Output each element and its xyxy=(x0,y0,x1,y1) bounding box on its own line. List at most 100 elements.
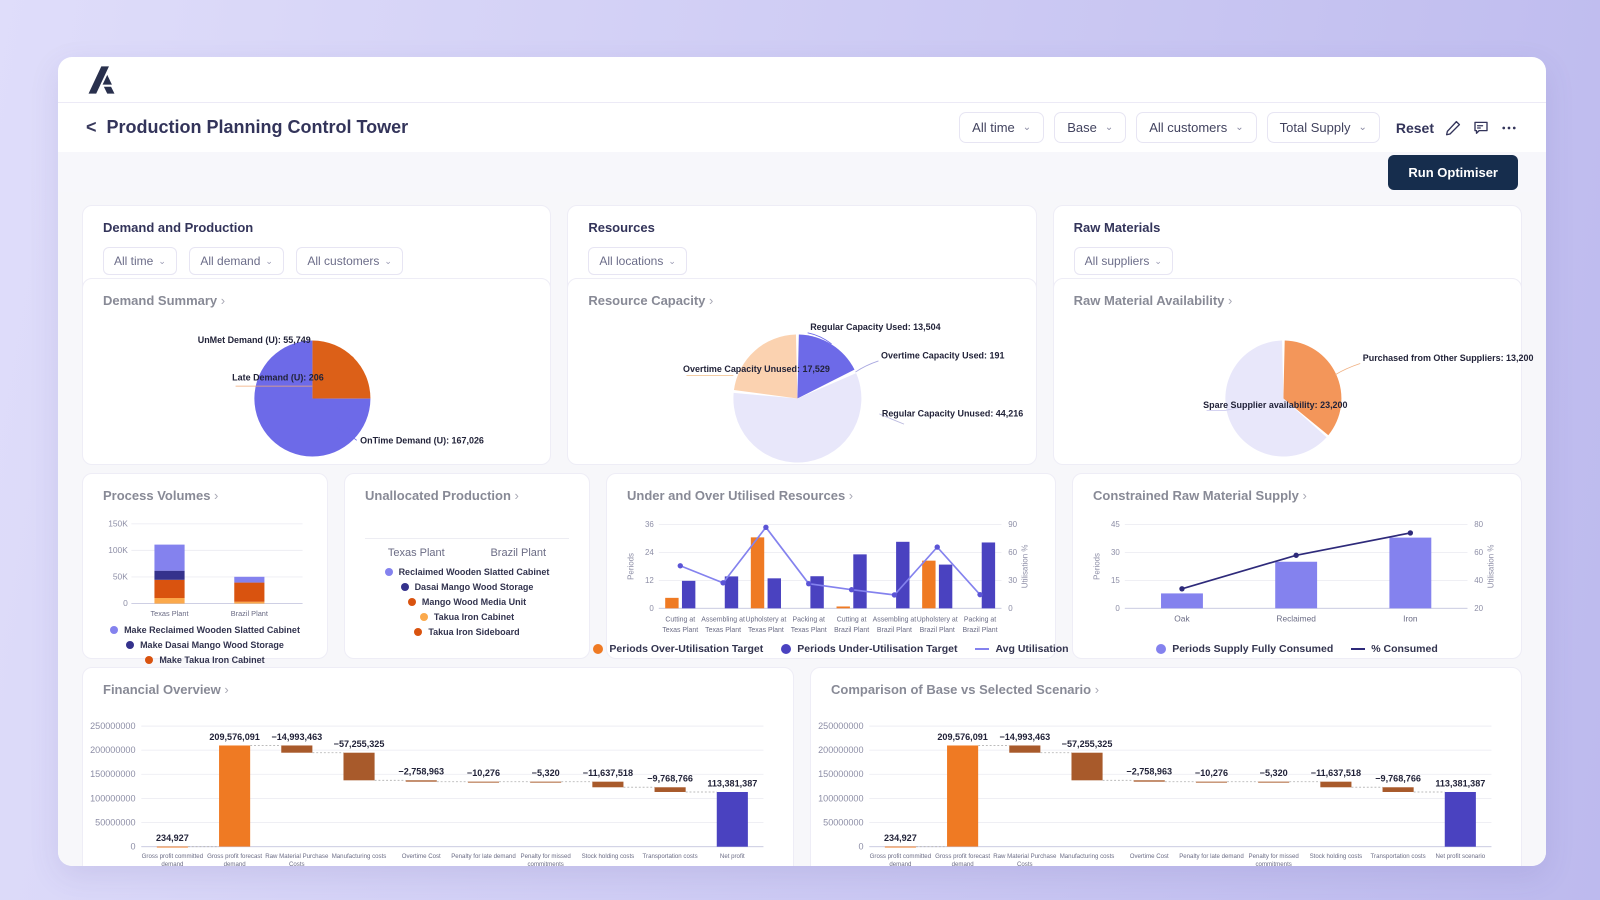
svg-text:20: 20 xyxy=(1474,604,1483,613)
svg-text:OnTime Demand (U): 167,026: OnTime Demand (U): 167,026 xyxy=(360,436,484,446)
svg-text:−2,758,963: −2,758,963 xyxy=(398,767,444,777)
svg-text:Penalty for missed: Penalty for missed xyxy=(521,853,571,860)
svg-text:Brazil Plant: Brazil Plant xyxy=(231,609,268,618)
svg-text:80: 80 xyxy=(1474,520,1483,529)
svg-text:Gross profit forecast: Gross profit forecast xyxy=(935,853,990,860)
svg-text:0: 0 xyxy=(1115,604,1120,613)
svg-text:Net profit scenario: Net profit scenario xyxy=(1436,853,1486,860)
svg-text:Periods: Periods xyxy=(1093,553,1102,580)
svg-text:Gross profit forecast: Gross profit forecast xyxy=(207,853,262,860)
svg-text:50000000: 50000000 xyxy=(95,817,135,827)
svg-text:UnMet Demand (U): 55,749: UnMet Demand (U): 55,749 xyxy=(198,335,311,345)
svg-text:Brazil Plant: Brazil Plant xyxy=(834,627,869,634)
svg-text:30: 30 xyxy=(1111,548,1120,557)
svg-text:234,927: 234,927 xyxy=(156,833,189,843)
svg-text:0: 0 xyxy=(1008,604,1013,613)
svg-text:Periods: Periods xyxy=(627,553,636,580)
svg-text:Packing at: Packing at xyxy=(964,617,996,624)
svg-text:60: 60 xyxy=(1474,548,1483,557)
svg-text:234,927: 234,927 xyxy=(884,833,917,843)
svg-text:demand: demand xyxy=(952,861,974,866)
svg-text:Regular Capacity Unused: 44,21: Regular Capacity Unused: 44,216 xyxy=(882,408,1023,418)
svg-text:Cutting at: Cutting at xyxy=(837,617,867,624)
svg-text:Texas Plant: Texas Plant xyxy=(662,627,698,634)
svg-text:Utilisation %: Utilisation % xyxy=(1020,545,1029,589)
svg-text:commitments: commitments xyxy=(528,861,564,866)
svg-text:113,381,387: 113,381,387 xyxy=(1435,778,1485,788)
svg-text:Overtime Cost: Overtime Cost xyxy=(402,853,441,860)
svg-text:12: 12 xyxy=(645,576,654,585)
svg-text:Texas Plant: Texas Plant xyxy=(705,627,741,634)
svg-text:Texas Plant: Texas Plant xyxy=(748,627,784,634)
svg-text:demand: demand xyxy=(224,861,246,866)
svg-text:Transportation costs: Transportation costs xyxy=(1371,853,1426,860)
svg-text:0: 0 xyxy=(649,604,654,613)
svg-text:Overtime Capacity Unused: 17,5: Overtime Capacity Unused: 17,529 xyxy=(683,364,830,374)
svg-text:209,576,091: 209,576,091 xyxy=(209,732,259,742)
svg-text:Upholstery at: Upholstery at xyxy=(917,617,958,624)
svg-text:Packing at: Packing at xyxy=(793,617,825,624)
svg-text:15: 15 xyxy=(1111,576,1120,585)
svg-text:Assembling at: Assembling at xyxy=(873,617,917,624)
svg-text:100000000: 100000000 xyxy=(90,793,135,803)
svg-text:200000000: 200000000 xyxy=(90,745,135,755)
svg-text:36: 36 xyxy=(645,520,654,529)
svg-text:−9,768,766: −9,768,766 xyxy=(1375,774,1421,784)
svg-text:−2,758,963: −2,758,963 xyxy=(1126,767,1172,777)
svg-text:Transportation costs: Transportation costs xyxy=(643,853,698,860)
svg-text:Regular Capacity Used: 13,504: Regular Capacity Used: 13,504 xyxy=(811,322,941,332)
svg-text:60: 60 xyxy=(1008,548,1017,557)
svg-text:209,576,091: 209,576,091 xyxy=(937,732,987,742)
svg-text:−5,320: −5,320 xyxy=(1260,768,1288,778)
svg-text:Penalty for late demand: Penalty for late demand xyxy=(451,853,516,860)
svg-text:Overtime Cost: Overtime Cost xyxy=(1130,853,1169,860)
svg-text:50000000: 50000000 xyxy=(823,817,863,827)
svg-text:Raw Material Purchase: Raw Material Purchase xyxy=(993,853,1057,860)
svg-text:250000000: 250000000 xyxy=(818,721,863,731)
svg-text:Gross profit committed: Gross profit committed xyxy=(142,853,203,860)
svg-text:−14,993,463: −14,993,463 xyxy=(271,732,322,742)
svg-text:Cutting at: Cutting at xyxy=(665,617,695,624)
svg-text:Texas Plant: Texas Plant xyxy=(791,627,827,634)
svg-text:commitments: commitments xyxy=(1256,861,1292,866)
svg-text:Costs: Costs xyxy=(289,861,305,866)
svg-text:Penalty for missed: Penalty for missed xyxy=(1249,853,1299,860)
svg-text:Net profit: Net profit xyxy=(720,853,745,860)
svg-text:24: 24 xyxy=(645,548,654,557)
svg-text:100000000: 100000000 xyxy=(818,793,863,803)
svg-text:Utilisation %: Utilisation % xyxy=(1486,545,1495,589)
svg-text:Stock holding costs: Stock holding costs xyxy=(582,853,635,860)
svg-text:Penalty for late demand: Penalty for late demand xyxy=(1179,853,1244,860)
svg-text:250000000: 250000000 xyxy=(90,721,135,731)
svg-text:90: 90 xyxy=(1008,520,1017,529)
svg-text:200000000: 200000000 xyxy=(818,745,863,755)
svg-text:30: 30 xyxy=(1008,576,1017,585)
svg-text:−10,276: −10,276 xyxy=(1195,768,1228,778)
svg-text:−14,993,463: −14,993,463 xyxy=(999,732,1050,742)
svg-text:−11,637,518: −11,637,518 xyxy=(1311,768,1361,778)
svg-text:100K: 100K xyxy=(108,545,128,555)
svg-text:45: 45 xyxy=(1111,520,1120,529)
svg-text:Brazil Plant: Brazil Plant xyxy=(962,627,997,634)
svg-text:Overtime Capacity Used: 191: Overtime Capacity Used: 191 xyxy=(881,350,1004,360)
svg-text:Upholstery at: Upholstery at xyxy=(745,617,786,624)
svg-text:150000000: 150000000 xyxy=(818,769,863,779)
svg-text:Gross profit committed: Gross profit committed xyxy=(870,853,931,860)
svg-text:Late Demand (U): 206: Late Demand (U): 206 xyxy=(232,373,324,383)
svg-text:0: 0 xyxy=(123,598,128,608)
svg-text:150K: 150K xyxy=(108,518,128,528)
svg-text:Purchased from Other Suppliers: Purchased from Other Suppliers: 13,200 xyxy=(1362,353,1533,363)
svg-text:−10,276: −10,276 xyxy=(467,768,500,778)
svg-text:Brazil Plant: Brazil Plant xyxy=(877,627,912,634)
svg-text:Costs: Costs xyxy=(1017,861,1033,866)
svg-text:demand: demand xyxy=(161,861,183,866)
svg-text:Iron: Iron xyxy=(1403,614,1418,624)
svg-text:40: 40 xyxy=(1474,576,1483,585)
svg-text:Texas Plant: Texas Plant xyxy=(150,609,188,618)
svg-text:0: 0 xyxy=(858,842,863,852)
svg-text:Reclaimed: Reclaimed xyxy=(1276,614,1316,624)
svg-text:−11,637,518: −11,637,518 xyxy=(583,768,633,778)
svg-text:Spare Supplier availability: 2: Spare Supplier availability: 23,200 xyxy=(1203,400,1347,410)
svg-text:Manufacturing costs: Manufacturing costs xyxy=(332,853,387,860)
svg-text:−5,320: −5,320 xyxy=(532,768,560,778)
